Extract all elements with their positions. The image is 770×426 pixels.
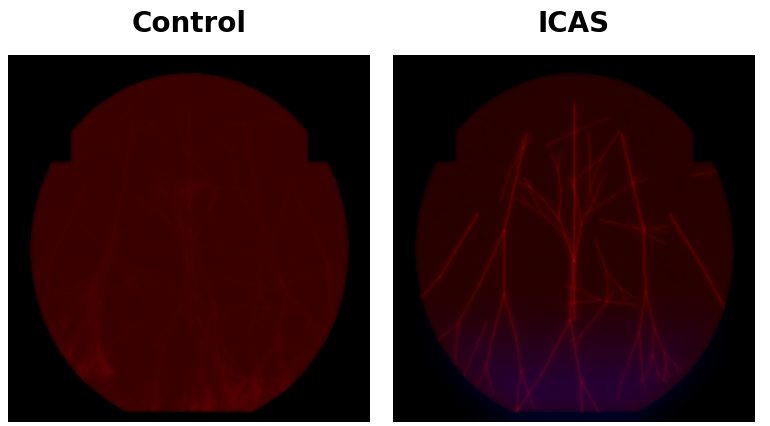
Text: ICAS: ICAS xyxy=(537,10,610,38)
Text: Control: Control xyxy=(131,10,246,38)
